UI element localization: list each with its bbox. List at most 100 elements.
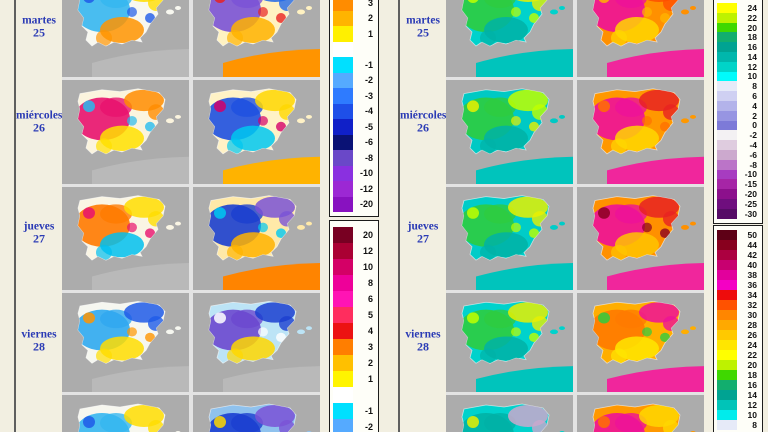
scale-color-swatch (717, 340, 737, 350)
scale-value: -8 (364, 152, 373, 163)
day-name: jueves (23, 220, 55, 233)
day-name: martes (22, 14, 56, 27)
scale-row: 36 (714, 280, 762, 290)
scale-color-swatch (717, 81, 737, 92)
scale-row: -20 (714, 189, 762, 199)
scale-color-swatch (333, 150, 353, 166)
scale-value: 22 (747, 12, 757, 23)
scale-row: -2 (714, 130, 762, 140)
scale-value: 10 (747, 410, 757, 420)
day-number: 25 (33, 25, 45, 40)
scale-row: -15 (714, 179, 762, 189)
day-name: jueves (407, 220, 439, 233)
scale-color-swatch (717, 380, 737, 390)
scale-color-swatch (333, 26, 353, 42)
scale-value: 44 (747, 240, 757, 250)
scale-value: 2 (367, 13, 373, 24)
scale-row: -2 (330, 72, 378, 88)
scale-row: -5 (330, 119, 378, 135)
panel-left-border-line (14, 0, 16, 432)
scale-row: -4 (330, 103, 378, 119)
scale-value: -6 (749, 149, 757, 160)
scale-color-swatch (333, 103, 353, 119)
forecast-map-cell (446, 0, 573, 77)
day-label: martes 25 (400, 14, 446, 39)
scale-value: 10 (747, 71, 757, 82)
scale-value: 32 (747, 300, 757, 310)
scale-row: -4 (714, 140, 762, 150)
scale-value: 10 (362, 262, 373, 272)
scale-value: 4 (752, 100, 757, 111)
scale-row: -25 (714, 199, 762, 209)
scale-color-swatch (717, 32, 737, 43)
scale-row: 24 (714, 340, 762, 350)
scale-color-swatch (717, 208, 737, 219)
scale-value: -3 (364, 90, 373, 101)
scale-row: 2 (330, 10, 378, 26)
forecast-map-cell (193, 80, 320, 184)
scale-value: -12 (359, 183, 373, 194)
scale-value: 20 (747, 360, 757, 370)
scale-row: 24 (714, 3, 762, 13)
scale-value: -8 (749, 159, 757, 170)
scale-row: 8 (330, 275, 378, 291)
forecast-map-cell (577, 187, 704, 290)
day-number: 26 (33, 120, 45, 135)
scale-value: -20 (359, 199, 373, 210)
scale-color-swatch (717, 420, 737, 430)
scale-row: 6 (330, 291, 378, 307)
forecast-map-cell (193, 0, 320, 77)
scale-row: -1 (330, 403, 378, 419)
scale-row (330, 387, 378, 403)
scale-color-swatch (717, 350, 737, 360)
scale-color-swatch (717, 169, 737, 180)
scale-color-swatch (717, 260, 737, 270)
scale-color-swatch (333, 181, 353, 197)
scale-row: 10 (714, 410, 762, 420)
scale-row: 16 (714, 42, 762, 52)
scale-color-swatch (717, 330, 737, 340)
scale-row: -20 (330, 196, 378, 212)
scale-color-swatch (717, 240, 737, 250)
scale-value: 12 (747, 61, 757, 72)
scale-row: 34 (714, 290, 762, 300)
scale-row: -1 (330, 57, 378, 73)
forecast-map-cell (62, 0, 189, 77)
scale-value: -1 (364, 59, 373, 70)
iberia-map-image (577, 293, 704, 392)
scale-row: 30 (714, 310, 762, 320)
color-scale-box-top: 3 2 1 -1 -2 -3 -4 -5 -6 -8 -10 -12 -20 (329, 0, 379, 217)
scale-value: -1 (364, 406, 373, 416)
scale-row: 22 (714, 350, 762, 360)
scale-value: 1 (367, 28, 373, 39)
scale-row: 1 (330, 26, 378, 42)
scale-value: 12 (747, 400, 757, 410)
scale-color-swatch (333, 419, 353, 432)
temperature-maps-panel: martes 25 miércoles 26 jueves 27 viernes 28 24 22… (384, 0, 768, 432)
forecast-map-cell (577, 80, 704, 184)
scale-value: 12 (362, 246, 373, 256)
day-label: viernes 28 (400, 328, 446, 353)
day-number: 28 (417, 339, 429, 354)
iberia-map-image (193, 395, 320, 432)
scale-value: 28 (747, 320, 757, 330)
iberia-map-image (446, 0, 573, 77)
scale-color-swatch (333, 339, 353, 355)
scale-row: 18 (714, 370, 762, 380)
scale-row: 12 (714, 62, 762, 72)
scale-color-swatch (717, 51, 737, 62)
forecast-map-cell (193, 187, 320, 290)
scale-value: -4 (364, 106, 373, 117)
day-name: martes (406, 14, 440, 27)
day-label: jueves 27 (400, 220, 446, 245)
scale-value: 4 (367, 326, 373, 336)
iberia-map-image (446, 80, 573, 184)
scale-color-swatch (717, 400, 737, 410)
scale-value: 24 (747, 2, 757, 13)
scale-color-swatch (333, 355, 353, 371)
scale-color-swatch (717, 230, 737, 240)
scale-row: 32 (714, 300, 762, 310)
scale-row: 8 (714, 81, 762, 91)
scale-color-swatch (333, 227, 353, 243)
scale-color-swatch (717, 370, 737, 380)
